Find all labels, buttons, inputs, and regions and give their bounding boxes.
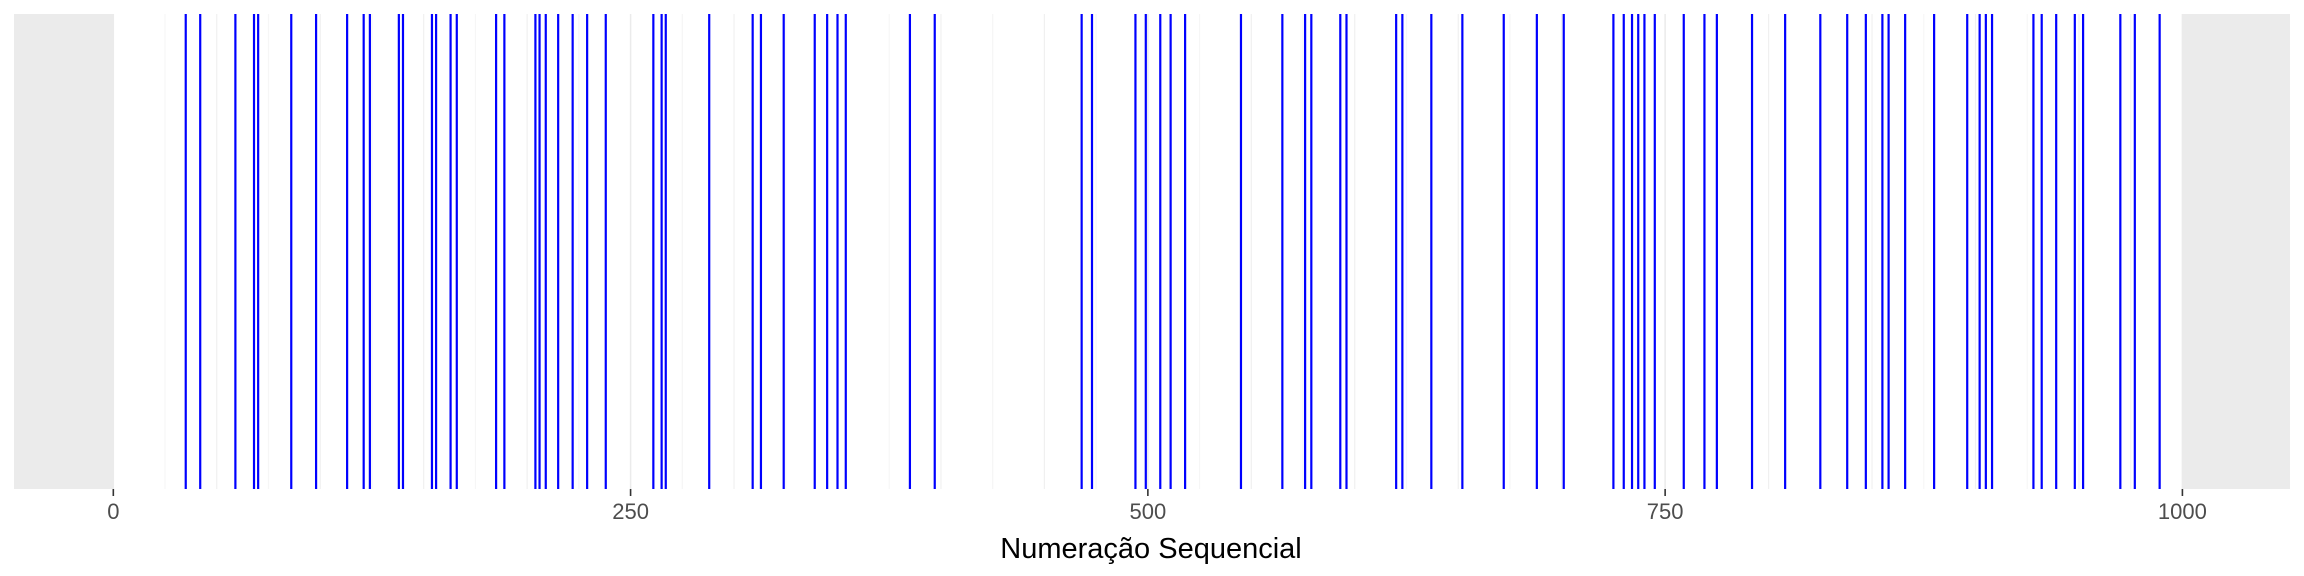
grid-lines (112, 14, 2184, 489)
x-tick-label: 250 (612, 499, 649, 524)
x-tick-label: 500 (1130, 499, 1167, 524)
plot-panel (14, 14, 2290, 489)
event-marks (184, 14, 2161, 489)
x-tick-label: 0 (107, 499, 119, 524)
x-tick-label: 1000 (2158, 499, 2207, 524)
x-axis: 0 250 500 750 1000 (107, 489, 2207, 524)
x-axis-title: Numeração Sequencial (1000, 533, 1301, 565)
x-tick-label: 750 (1647, 499, 1684, 524)
